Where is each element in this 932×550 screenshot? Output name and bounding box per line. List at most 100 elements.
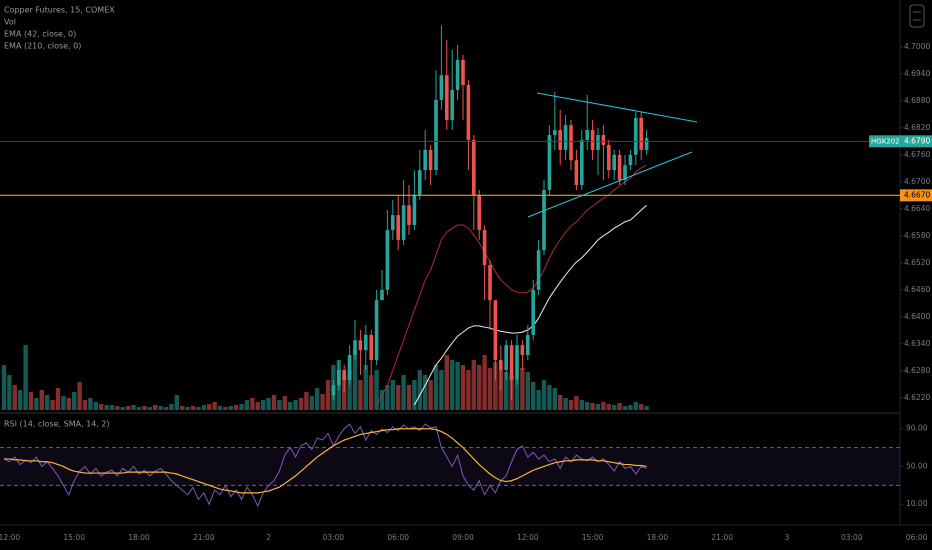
volume-bar bbox=[1, 365, 7, 410]
volume-bar bbox=[644, 406, 649, 410]
x-tick-label: 15:00 bbox=[63, 533, 85, 542]
candle-body bbox=[331, 385, 336, 396]
toolbar-button[interactable] bbox=[909, 4, 925, 28]
volume-bar bbox=[153, 405, 158, 410]
volume-bar bbox=[234, 405, 239, 410]
candle-body bbox=[482, 229, 487, 266]
volume-bar bbox=[115, 406, 120, 410]
candle-body bbox=[450, 90, 454, 121]
y-tick-label: 4.7000 bbox=[904, 42, 930, 51]
volume-bar bbox=[347, 370, 352, 410]
volume-bar bbox=[541, 380, 547, 410]
volume-bar bbox=[126, 406, 131, 410]
volume-bar bbox=[217, 406, 223, 410]
volume-bar bbox=[590, 403, 595, 410]
volume-bar bbox=[563, 398, 568, 410]
legend-entry: Vol bbox=[4, 18, 16, 27]
candle-body bbox=[580, 139, 584, 185]
volume-bar bbox=[288, 402, 293, 410]
x-tick-label: 21:00 bbox=[711, 533, 733, 542]
volume-bar bbox=[385, 385, 390, 410]
volume-bar bbox=[622, 406, 628, 410]
candle-body bbox=[553, 130, 557, 136]
volume-bar bbox=[531, 382, 536, 410]
volume-bar bbox=[304, 392, 309, 410]
volume-bar bbox=[271, 395, 277, 410]
volume-bar bbox=[212, 402, 217, 410]
rsi-line bbox=[3, 423, 647, 508]
volume-bar bbox=[309, 396, 314, 410]
volume-bar bbox=[66, 398, 71, 410]
ema-line bbox=[376, 164, 647, 406]
volume-pane bbox=[1, 345, 649, 410]
x-tick-label: 2 bbox=[266, 533, 271, 542]
candle-body bbox=[601, 135, 606, 145]
legend-entry: EMA (210, close, 0) bbox=[4, 42, 81, 51]
candle-body bbox=[380, 289, 384, 301]
volume-bar bbox=[466, 370, 471, 410]
volume-bar bbox=[158, 406, 163, 410]
volume-bar bbox=[72, 392, 77, 410]
volume-bar bbox=[93, 402, 98, 410]
candle-body bbox=[644, 138, 649, 150]
volume-bar bbox=[207, 404, 212, 410]
x-tick-label: 12:00 bbox=[517, 533, 539, 542]
candle-body bbox=[401, 205, 406, 240]
volume-bar bbox=[320, 394, 325, 410]
rsi-label: RSI (14, close, SMA, 14, 2) bbox=[4, 420, 110, 429]
x-tick-label: 09:00 bbox=[452, 533, 474, 542]
volume-bar bbox=[493, 362, 498, 410]
volume-bar bbox=[568, 400, 574, 410]
volume-bar bbox=[504, 372, 509, 410]
x-tick-label: 06:00 bbox=[906, 533, 928, 542]
candle-body bbox=[423, 149, 427, 171]
volume-bar bbox=[617, 403, 622, 410]
last-price-box bbox=[900, 135, 932, 148]
candle-body bbox=[504, 345, 508, 370]
candle-body bbox=[509, 345, 514, 380]
volume-bar bbox=[536, 390, 541, 410]
rsi-pane bbox=[0, 423, 900, 508]
y-tick-label: 4.6940 bbox=[904, 69, 930, 78]
volume-bar bbox=[142, 406, 147, 410]
y-tick-label: 4.6760 bbox=[904, 150, 930, 159]
volume-bar bbox=[428, 380, 433, 410]
candle-body bbox=[542, 189, 546, 251]
volume-bar bbox=[514, 380, 520, 410]
volume-bar bbox=[250, 398, 255, 410]
volume-bar bbox=[255, 402, 260, 410]
x-tick-label: 12:00 bbox=[0, 533, 20, 542]
level-box bbox=[900, 189, 932, 202]
volume-bar bbox=[579, 400, 584, 410]
volume-bar bbox=[201, 405, 206, 410]
x-tick-label: 21:00 bbox=[193, 533, 215, 542]
candle-body bbox=[364, 334, 368, 351]
candle-body bbox=[612, 154, 616, 171]
ema-line bbox=[413, 204, 647, 406]
volume-bar bbox=[423, 375, 428, 410]
volume-bar bbox=[266, 398, 271, 410]
volume-bar bbox=[450, 360, 455, 410]
candle-body bbox=[617, 154, 622, 181]
y-tick-label: 4.6700 bbox=[904, 177, 930, 186]
volume-bar bbox=[342, 375, 347, 410]
candle-body bbox=[407, 205, 411, 226]
volume-bar bbox=[433, 365, 439, 410]
y-tick-label: 4.6280 bbox=[904, 366, 930, 375]
volume-bar bbox=[169, 404, 174, 410]
volume-bar bbox=[471, 360, 476, 410]
symbol-label-box bbox=[869, 135, 900, 148]
candle-body bbox=[639, 117, 643, 150]
volume-bar bbox=[12, 385, 17, 410]
volume-bar bbox=[374, 370, 379, 410]
volume-bar bbox=[120, 407, 125, 410]
symbol-label: HGK2022 bbox=[871, 137, 904, 145]
volume-bar bbox=[131, 405, 136, 410]
volume-bar bbox=[390, 380, 395, 410]
y-tick-label: 4.6220 bbox=[904, 393, 930, 402]
y-tick-label: 4.6400 bbox=[904, 312, 930, 321]
candle-body bbox=[558, 130, 562, 150]
volume-bar bbox=[55, 388, 61, 410]
x-tick-label: 06:00 bbox=[387, 533, 409, 542]
